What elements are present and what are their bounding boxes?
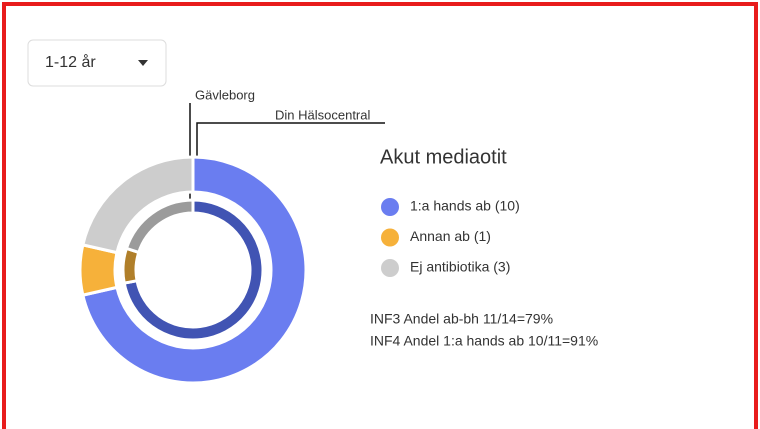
legend-label: Ej antibiotika (3) — [410, 259, 510, 275]
legend-swatch — [381, 259, 399, 277]
legend-swatch — [381, 198, 399, 216]
annotation: INF4 Andel 1:a hands ab 10/11=91% — [370, 333, 598, 349]
annotation: INF3 Andel ab-bh 11/14=79% — [370, 311, 553, 327]
ring-label: Din Hälsocentral — [275, 107, 370, 122]
legend-label: Annan ab (1) — [410, 228, 491, 244]
dropdown[interactable] — [27, 39, 167, 87]
dropdown-caret[interactable] — [138, 60, 148, 66]
legend-swatch — [381, 228, 399, 247]
leader-line — [196, 122, 385, 158]
dropdown-label[interactable]: 1-12 år — [45, 53, 96, 71]
donut-slice — [122, 198, 265, 342]
chart-title: Akut mediaotit — [380, 146, 507, 168]
donut-slice — [81, 155, 195, 255]
donut-slice — [124, 198, 195, 255]
legend-label: 1:a hands ab (10) — [410, 198, 520, 214]
donut-slice — [121, 246, 141, 285]
donut-slice — [81, 155, 308, 385]
ring-label: Gävleborg — [195, 87, 255, 102]
